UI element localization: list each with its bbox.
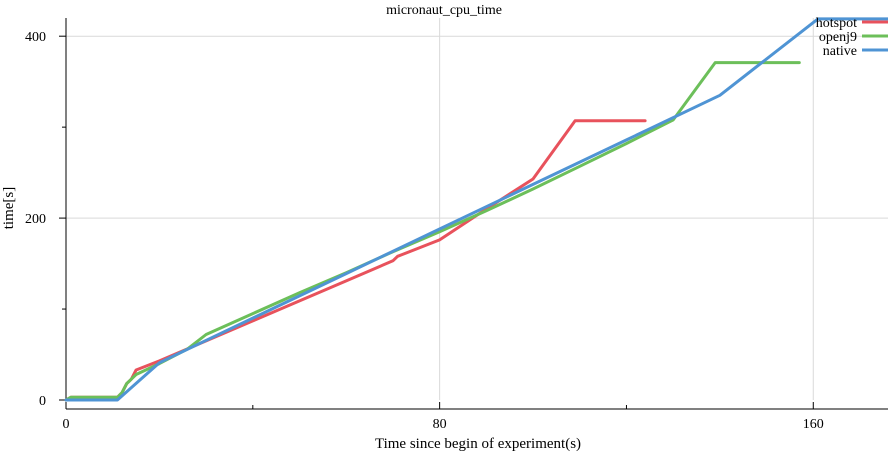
legend-label-hotspot: hotspot — [816, 16, 857, 31]
axes — [59, 18, 888, 410]
y-tick-label: 200 — [25, 212, 46, 227]
grid-lines — [66, 18, 888, 400]
x-axis-label: Time since begin of experiment(s) — [375, 436, 581, 452]
x-tick-label: 80 — [433, 417, 447, 432]
chart-title: micronaut_cpu_time — [386, 3, 502, 18]
x-tick-label: 160 — [803, 417, 824, 432]
series-line-openj9 — [64, 61, 801, 402]
tick-labels: 0 200 400 0 80 160 — [25, 30, 824, 432]
x-tick-label: 0 — [63, 417, 70, 432]
series-line-hotspot — [64, 119, 647, 402]
y-tick-label: 400 — [25, 30, 46, 45]
y-axis-label: time[s] — [1, 187, 17, 230]
legend-label-openj9: openj9 — [819, 30, 857, 45]
series-line-native — [64, 17, 888, 402]
series-lines — [64, 17, 888, 402]
y-tick-label: 0 — [39, 394, 46, 409]
legend-label-native: native — [823, 44, 857, 59]
